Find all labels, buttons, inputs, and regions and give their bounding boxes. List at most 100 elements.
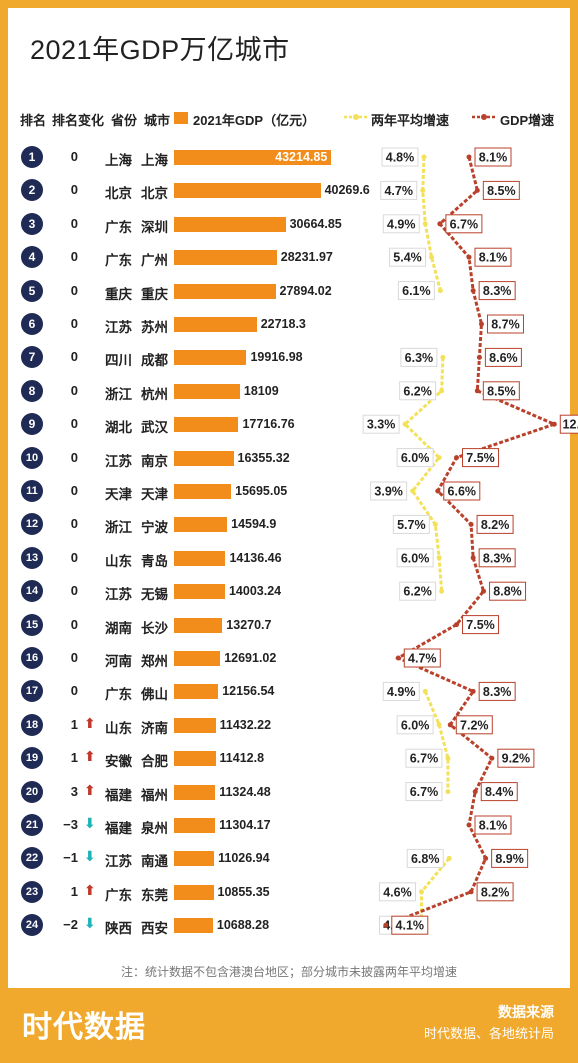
gdp-speed-point (476, 354, 482, 360)
gdp-speed-point (551, 421, 557, 427)
avg-speed-point (445, 789, 451, 795)
gdp-value-label: 12691.02 (224, 651, 277, 665)
gdp-speed-point (395, 655, 401, 661)
city-cell: 佛山 (141, 687, 168, 703)
gdp-bar (174, 550, 226, 566)
city-cell: 宁波 (141, 520, 168, 536)
province-cell: 北京 (105, 186, 132, 202)
gdp-speed-label: 8.5% (487, 384, 516, 398)
avg-speed-label-box (396, 715, 434, 735)
gdp-speed-label: 6.7% (450, 217, 479, 231)
rank-badge: 4 (21, 246, 43, 269)
rank-change-value: 0 (70, 282, 78, 298)
gdp-bar (174, 183, 321, 199)
avg-speed-point (422, 221, 428, 227)
gdp-speed-label: 8.1% (479, 819, 508, 833)
gdp-bar (174, 350, 247, 366)
province-cell: 河南 (105, 654, 132, 669)
gdp-speed-point (466, 254, 472, 260)
avg-speed-label: 4.7% (384, 184, 413, 198)
rank-badge: 6 (21, 313, 43, 335)
gdp-speed-label: 8.8% (493, 585, 522, 599)
avg-speed-label-box (396, 548, 434, 568)
rank-change-value: 0 (70, 683, 78, 699)
province-cell: 广东 (105, 219, 132, 235)
province-cell: 湖南 (105, 620, 132, 636)
gdp-speed-point (474, 388, 480, 394)
rank-change-value: −1 (63, 850, 78, 866)
avg-speed-point (421, 154, 427, 160)
rank-change-value: 1 (70, 883, 78, 899)
page-title: 2021年GDP万亿城市 (30, 35, 290, 65)
avg-speed-label-box (406, 848, 444, 868)
gdp-speed-label: 8.6% (489, 351, 518, 365)
gdp-speed-label-box (476, 514, 514, 534)
province-cell: 陕西 (105, 921, 132, 937)
city-cell: 天津 (141, 487, 168, 502)
rank-up-arrow-icon: ⬆ (84, 748, 96, 765)
avg-speed-label: 6.1% (402, 284, 431, 298)
gdp-speed-label: 8.5% (487, 184, 516, 198)
rank-badge: 8 (21, 379, 43, 402)
rank-change-value: 0 (70, 483, 78, 498)
gdp-speed-label: 8.1% (479, 251, 508, 265)
gdp-bar (174, 617, 223, 633)
rank-badge: 7 (21, 346, 43, 369)
gdp-bar (174, 250, 277, 266)
avg-speed-label: 4.8% (386, 151, 415, 165)
gdp-speed-label: 8.2% (481, 885, 510, 899)
gdp-bar (174, 884, 214, 900)
avg-speed-label: 5.7% (397, 518, 426, 532)
gdp-speed-label: 8.9% (495, 852, 524, 866)
rank-up-arrow-icon: ⬆ (84, 781, 96, 798)
rank-change-value: 0 (70, 349, 78, 365)
rank-badge: 1 (21, 146, 43, 168)
province-cell: 福建 (105, 787, 132, 803)
gdp-speed-label-box (491, 848, 529, 868)
rank-badge: 17 (21, 680, 43, 703)
avg-speed-line (423, 690, 450, 792)
gdp-speed-point (489, 755, 495, 761)
gdp-speed-point (447, 722, 453, 728)
rank-badge: 9 (21, 413, 43, 436)
rank-badge: 14 (21, 580, 43, 603)
avg-speed-point (440, 354, 446, 360)
avg-speed-line (419, 857, 451, 926)
gdp-speed-label-box (443, 481, 481, 501)
gdp-value-label: 30664.85 (289, 216, 342, 231)
gdp-speed-label: 8.3% (483, 685, 512, 699)
avg-speed-point (436, 455, 442, 461)
rank-badge: 2 (21, 179, 43, 202)
gdp-speed-label-box (474, 247, 512, 267)
gdp-value-label: 14136.46 (229, 550, 282, 565)
gdp-speed-label: 6.6% (448, 485, 477, 499)
avg-speed-label: 6.7% (410, 785, 439, 799)
gdp-speed-label-box (489, 581, 527, 601)
city-cell: 青岛 (141, 553, 168, 569)
avg-speed-label: 6.3% (405, 351, 434, 365)
city-cell: 上海 (141, 153, 168, 168)
rank-up-arrow-icon: ⬆ (84, 881, 96, 898)
gdp-bar (174, 150, 332, 165)
gdp-speed-label-box (476, 882, 514, 902)
rank-badge: 24 (21, 914, 43, 937)
gdp-bar (174, 517, 228, 533)
legend-gdp-speed-marker (472, 114, 496, 120)
gdp-speed-point (468, 889, 474, 895)
gdp-bar (174, 584, 225, 600)
header-province: 省份 (111, 113, 138, 128)
gdp-bar (174, 484, 232, 499)
rank-change-value: 1 (70, 716, 78, 732)
gdp-bar (174, 851, 215, 867)
rank-change-value: 0 (70, 182, 78, 198)
avg-speed-point (446, 855, 452, 861)
gdp-speed-point (468, 521, 474, 527)
avg-speed-label: 3.9% (374, 485, 403, 499)
gdp-value-label: 11432.22 (219, 717, 272, 732)
gdp-value-label: 17716.76 (242, 417, 295, 432)
gdp-speed-label-box (455, 715, 493, 735)
gdp-speed-point (435, 488, 441, 494)
avg-speed-point (445, 755, 451, 761)
avg-speed-label: 4.6% (383, 885, 412, 899)
gdp-value-label: 22718.3 (260, 317, 306, 331)
